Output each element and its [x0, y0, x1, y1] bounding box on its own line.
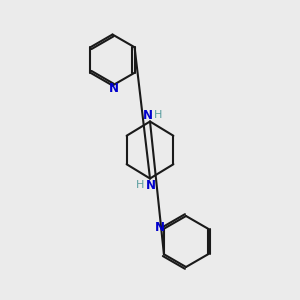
Text: N: N [143, 109, 153, 122]
Text: N: N [146, 179, 156, 192]
Text: N: N [155, 221, 165, 234]
Text: H: H [136, 181, 145, 190]
Text: H: H [154, 110, 162, 120]
Text: N: N [109, 82, 119, 95]
